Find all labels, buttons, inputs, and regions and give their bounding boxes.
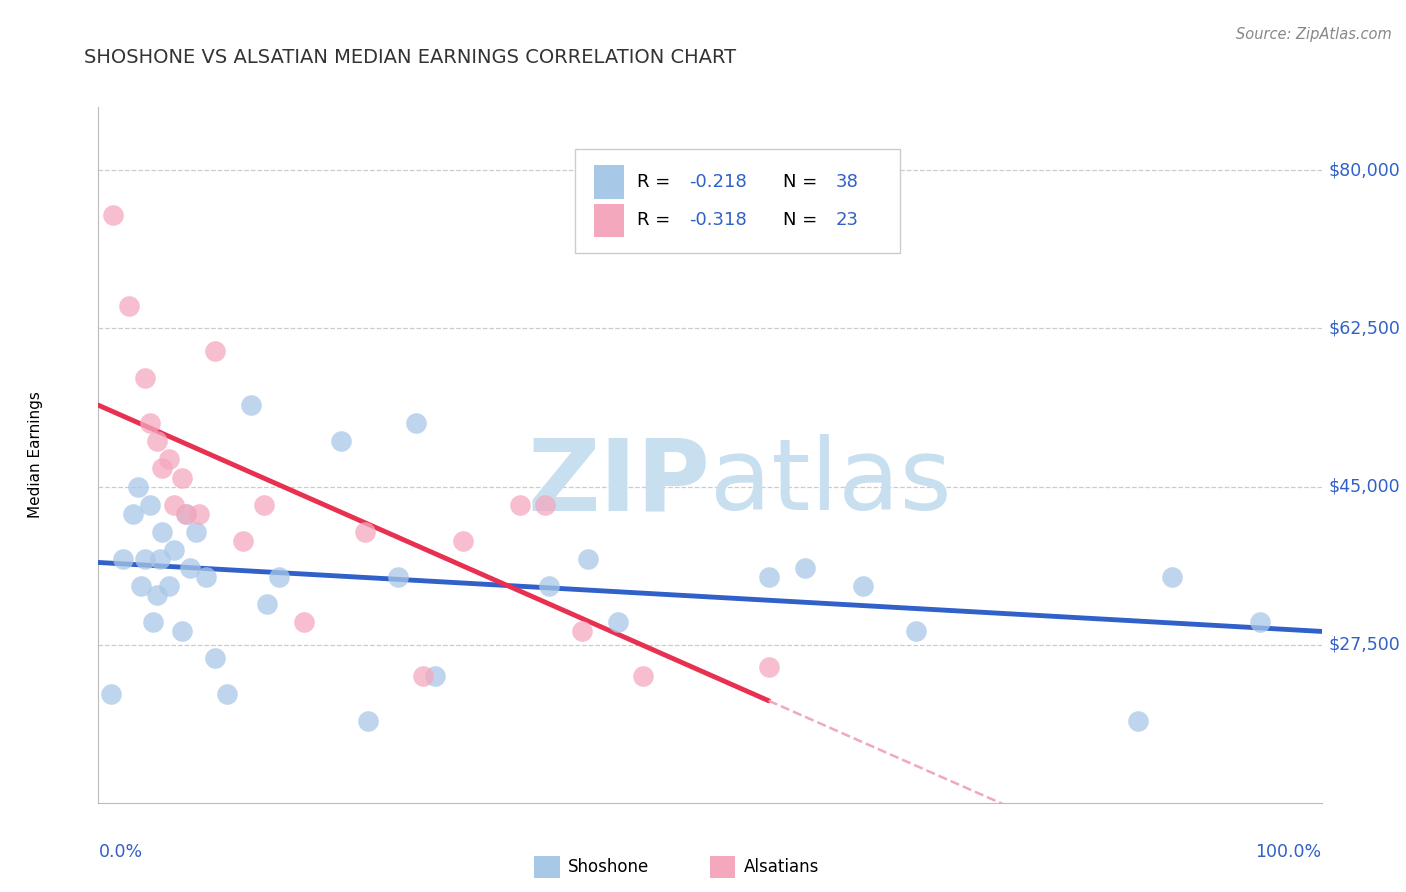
Point (150, 524, 173, 539)
Point (186, 524, 208, 539)
Text: $62,500: $62,500 (1329, 319, 1400, 337)
Point (157, 579, 180, 593)
Text: $27,500: $27,500 (1329, 636, 1400, 654)
FancyBboxPatch shape (593, 203, 624, 237)
Point (292, 615, 315, 629)
Text: Source: ZipAtlas.com: Source: ZipAtlas.com (1236, 27, 1392, 42)
Text: N =: N = (783, 173, 824, 191)
Text: Shoshone: Shoshone (568, 858, 650, 876)
Point (758, 570, 780, 584)
Point (607, 615, 630, 629)
Point (139, 498, 162, 512)
Point (269, 570, 291, 584)
Point (215, 687, 238, 701)
Point (176, 507, 198, 521)
Text: ZIP: ZIP (527, 434, 710, 532)
Point (187, 507, 209, 521)
Text: -0.218: -0.218 (689, 173, 747, 191)
Point (1249, 615, 1271, 629)
Point (101, 209, 124, 223)
Text: atlas: atlas (710, 434, 952, 532)
Point (232, 533, 254, 548)
Point (356, 714, 378, 729)
Point (571, 624, 593, 639)
Point (252, 498, 274, 512)
Point (852, 579, 875, 593)
Point (1128, 714, 1150, 729)
Point (118, 299, 141, 313)
Point (631, 669, 654, 683)
Point (405, 417, 427, 431)
Point (149, 551, 172, 566)
Point (100, 687, 122, 701)
Point (387, 570, 409, 584)
Point (412, 669, 434, 683)
Point (195, 570, 218, 584)
Point (134, 371, 156, 385)
Point (794, 561, 817, 575)
Point (758, 660, 780, 674)
Text: 23: 23 (837, 211, 859, 229)
Point (451, 533, 474, 548)
Point (509, 498, 531, 512)
FancyBboxPatch shape (593, 166, 624, 199)
Text: Median Earnings: Median Earnings (28, 392, 42, 518)
Point (146, 588, 169, 602)
Point (204, 344, 226, 359)
Text: -0.318: -0.318 (689, 211, 747, 229)
Point (157, 452, 180, 467)
Point (150, 461, 173, 475)
Point (904, 624, 927, 639)
Point (1161, 570, 1184, 584)
Point (146, 434, 169, 449)
Point (127, 479, 149, 493)
Point (121, 507, 143, 521)
Text: Alsatians: Alsatians (744, 858, 820, 876)
Point (537, 579, 560, 593)
Point (142, 615, 165, 629)
Point (163, 542, 186, 557)
Text: 100.0%: 100.0% (1256, 843, 1322, 861)
Text: 0.0%: 0.0% (98, 843, 142, 861)
Text: N =: N = (783, 211, 824, 229)
Text: $45,000: $45,000 (1329, 477, 1400, 496)
Point (170, 470, 193, 484)
Text: $80,000: $80,000 (1329, 161, 1400, 179)
Point (354, 524, 377, 539)
Point (139, 417, 162, 431)
Text: R =: R = (637, 211, 676, 229)
Point (111, 551, 134, 566)
Point (423, 669, 446, 683)
Text: R =: R = (637, 173, 676, 191)
Point (179, 561, 201, 575)
Point (256, 597, 278, 611)
Text: SHOSHONE VS ALSATIAN MEDIAN EARNINGS CORRELATION CHART: SHOSHONE VS ALSATIAN MEDIAN EARNINGS COR… (84, 48, 737, 67)
Point (170, 624, 193, 639)
Point (534, 498, 557, 512)
FancyBboxPatch shape (575, 149, 900, 253)
Point (329, 434, 352, 449)
Point (129, 579, 152, 593)
Point (134, 551, 156, 566)
Point (240, 398, 263, 412)
Point (204, 651, 226, 665)
Point (176, 507, 198, 521)
Point (576, 551, 599, 566)
Point (163, 498, 186, 512)
Text: 38: 38 (837, 173, 859, 191)
